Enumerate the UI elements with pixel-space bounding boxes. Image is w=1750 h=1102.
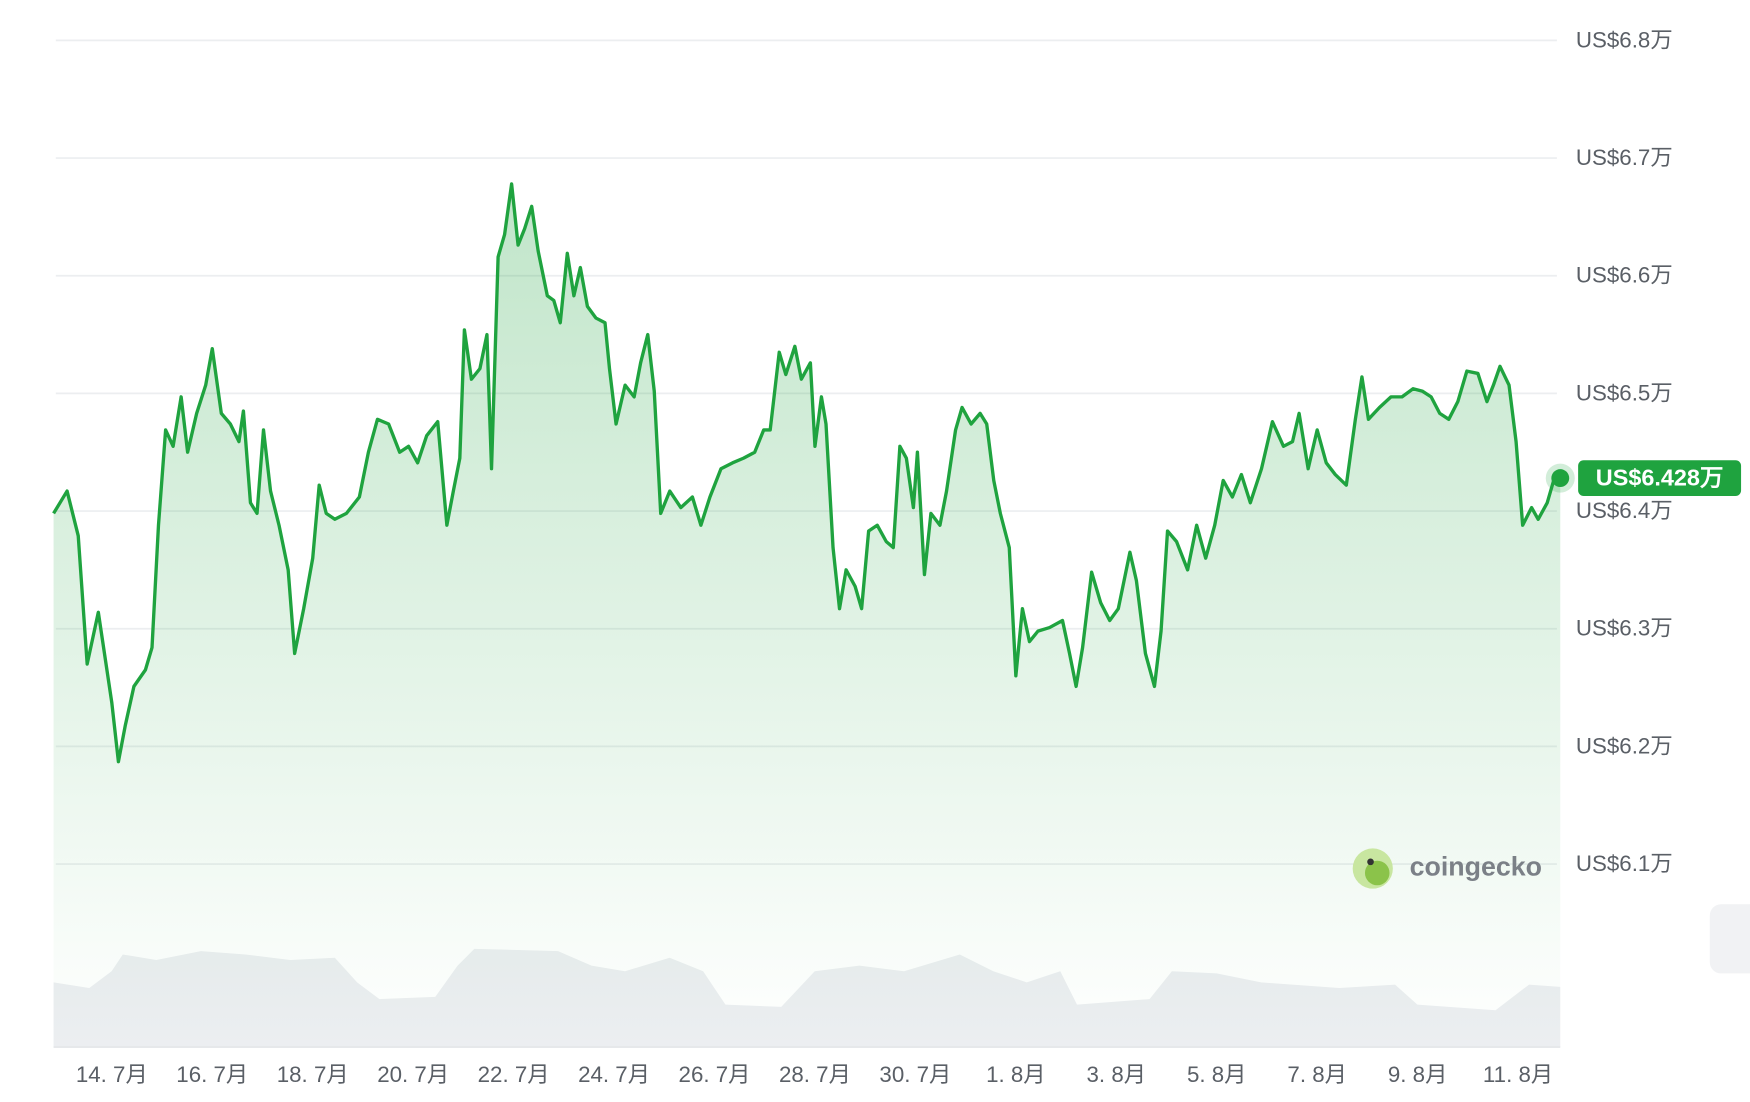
price-line — [52, 182, 1561, 764]
x-tick-label: 20. 7月 — [377, 1062, 449, 1087]
x-tick-label: 7. 8月 — [1287, 1062, 1347, 1087]
x-tick-label: 14. 7月 — [76, 1062, 148, 1087]
y-tick-label: US$6.3万 — [1576, 616, 1673, 641]
x-tick-label: 22. 7月 — [478, 1062, 550, 1087]
x-tick-label: 3. 8月 — [1087, 1062, 1147, 1087]
y-tick-label: US$6.4万 — [1576, 498, 1673, 523]
watermark: coingecko — [1352, 848, 1542, 889]
x-tick-label: 16. 7月 — [176, 1062, 248, 1087]
y-tick-label: US$6.6万 — [1576, 263, 1673, 288]
x-tick-label: 9. 8月 — [1388, 1062, 1448, 1087]
side-button[interactable] — [1709, 904, 1750, 974]
current-label: US$6.428万 — [1596, 464, 1724, 490]
price-area — [53, 183, 1561, 1048]
y-tick-label: US$6.8万 — [1576, 27, 1673, 52]
x-tick-label: 18. 7月 — [277, 1062, 349, 1087]
x-tick-label: 24. 7月 — [578, 1062, 650, 1087]
x-tick-label: 28. 7月 — [779, 1062, 851, 1087]
current-point — [1551, 469, 1570, 488]
y-tick-label: US$6.2万 — [1576, 733, 1673, 758]
x-tick-label: 26. 7月 — [679, 1062, 751, 1087]
watermark-text: coingecko — [1410, 852, 1542, 882]
x-tick-label: 30. 7月 — [879, 1062, 951, 1087]
x-tick-label: 5. 8月 — [1187, 1062, 1247, 1087]
y-tick-label: US$6.5万 — [1576, 380, 1673, 405]
x-tick-label: 11. 8月 — [1483, 1062, 1553, 1087]
y-tick-label: US$6.1万 — [1576, 851, 1673, 876]
current-badge — [1578, 460, 1742, 496]
y-tick-label: US$6.7万 — [1576, 145, 1673, 170]
x-tick-label: 1. 8月 — [986, 1062, 1046, 1087]
